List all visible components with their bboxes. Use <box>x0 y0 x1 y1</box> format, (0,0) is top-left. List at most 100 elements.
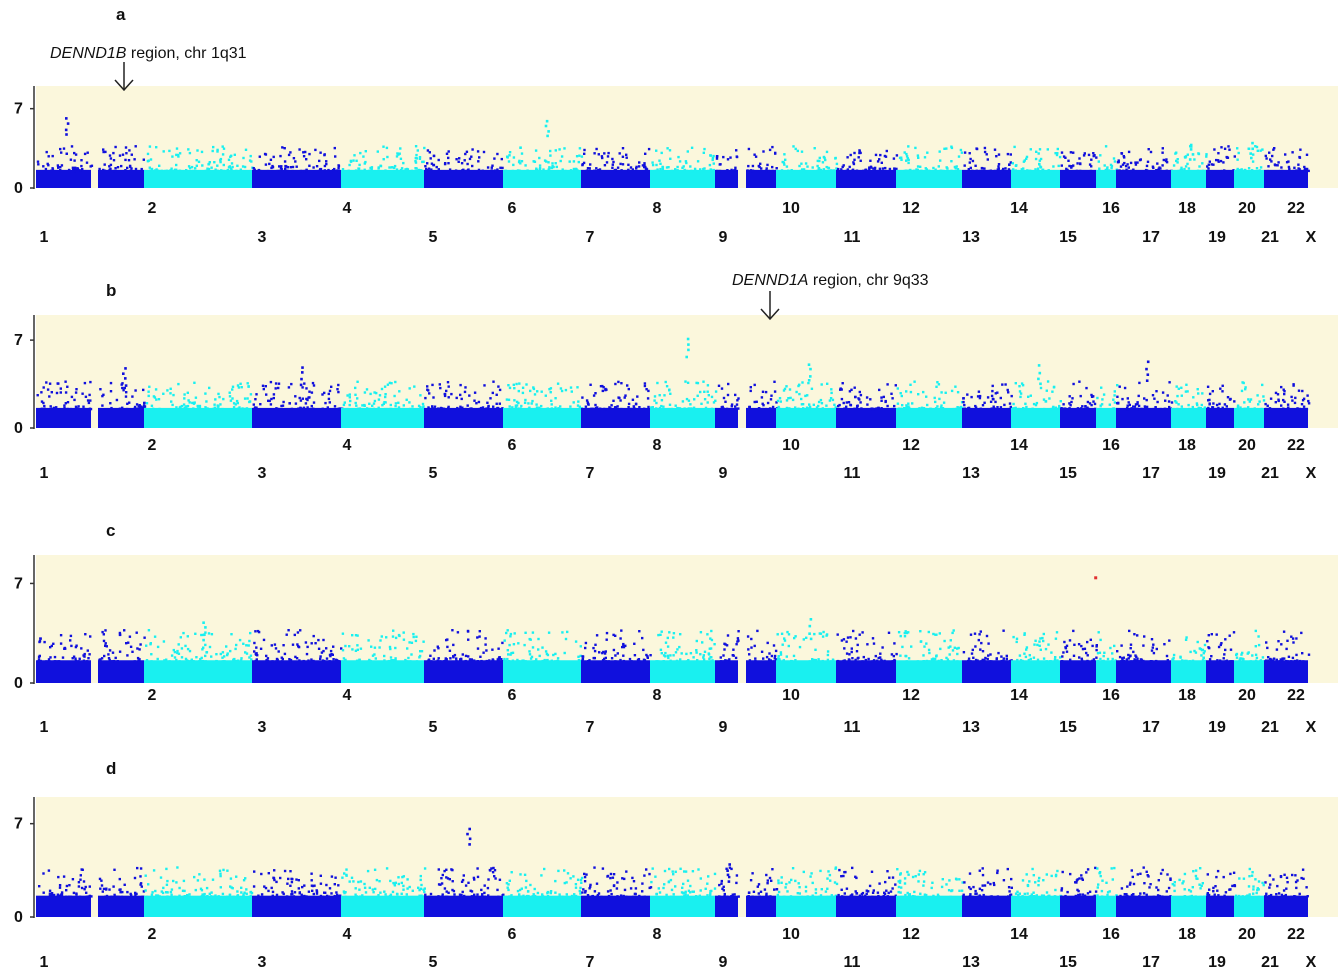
snp-point <box>1147 148 1150 151</box>
snp-point <box>325 894 329 898</box>
snp-point <box>1127 166 1130 169</box>
chromosome-label-14: 14 <box>1010 200 1028 217</box>
snp-point <box>1012 635 1015 639</box>
snp-point <box>48 395 51 398</box>
snp-point <box>572 160 576 163</box>
snp-point <box>519 146 522 149</box>
snp-point <box>262 387 265 391</box>
snp-point <box>725 867 728 870</box>
snp-point <box>299 399 303 402</box>
snp-point <box>1267 659 1270 662</box>
snp-point <box>112 885 115 888</box>
snp-point <box>831 658 835 661</box>
snp-point <box>1287 165 1291 169</box>
snp-point <box>664 651 667 655</box>
snp-point <box>405 398 408 401</box>
chromosome-21-points <box>1206 384 1236 428</box>
snp-point <box>706 894 709 897</box>
snp-point <box>1108 403 1111 406</box>
point-band <box>1011 407 1060 428</box>
snp-point <box>1110 166 1113 170</box>
snp-point <box>229 877 233 880</box>
snp-point <box>682 882 685 886</box>
snp-point <box>665 385 669 388</box>
snp-point <box>235 875 238 878</box>
snp-point <box>1138 158 1142 162</box>
chromosome-label-1: 1 <box>40 954 49 971</box>
snp-point <box>473 878 476 881</box>
snp-point <box>1010 877 1013 881</box>
snp-point <box>388 894 392 898</box>
snp-point <box>1206 640 1209 643</box>
snp-point <box>1092 895 1095 898</box>
snp-point <box>593 152 596 155</box>
snp-point <box>323 164 327 168</box>
snp-point <box>594 406 598 410</box>
snp-point <box>186 647 190 651</box>
snp-point <box>858 633 861 636</box>
snp-point <box>683 407 686 410</box>
chromosome-X-points <box>1264 868 1309 917</box>
snp-point <box>1106 893 1109 897</box>
snp-point <box>1219 643 1222 647</box>
snp-point <box>872 167 875 170</box>
chromosome-7-points <box>503 382 584 428</box>
snp-point <box>903 151 906 154</box>
peak-point <box>808 624 812 628</box>
snp-point <box>165 867 168 871</box>
snp-point <box>549 891 552 894</box>
snp-point <box>1210 633 1213 636</box>
snp-point <box>414 156 417 160</box>
snp-point <box>453 893 456 896</box>
snp-point <box>825 165 828 169</box>
peak-point <box>544 124 548 128</box>
snp-point <box>336 893 339 897</box>
snp-point <box>647 389 650 393</box>
snp-point <box>1206 165 1209 168</box>
snp-point <box>402 888 405 891</box>
snp-point <box>979 648 982 651</box>
snp-point <box>780 169 784 172</box>
snp-point <box>691 870 695 873</box>
snp-point <box>1223 894 1226 897</box>
snp-point <box>1248 893 1251 896</box>
snp-point <box>859 151 862 155</box>
snp-point <box>761 407 765 411</box>
snp-point <box>298 892 301 895</box>
snp-point <box>903 895 906 899</box>
snp-point <box>479 655 482 658</box>
snp-point <box>622 642 625 646</box>
snp-point <box>775 401 778 404</box>
snp-point <box>1099 404 1102 407</box>
snp-point <box>520 887 523 890</box>
snp-point <box>1040 894 1044 897</box>
snp-point <box>404 660 408 663</box>
chromosome-label-20: 20 <box>1238 437 1256 454</box>
snp-point <box>1207 406 1210 410</box>
snp-point <box>423 146 426 150</box>
snp-point <box>756 885 759 888</box>
peak-point <box>1249 152 1252 155</box>
peak-point <box>1189 143 1193 147</box>
snp-point <box>84 395 88 398</box>
snp-point <box>423 890 426 894</box>
snp-point <box>348 403 351 407</box>
snp-point <box>145 895 149 899</box>
snp-point <box>1118 169 1121 172</box>
snp-point <box>784 158 787 161</box>
snp-point <box>43 407 46 411</box>
snp-point <box>658 407 661 411</box>
snp-point <box>1282 407 1285 410</box>
snp-point <box>773 888 776 891</box>
snp-point <box>1070 400 1073 404</box>
snp-point <box>817 658 820 661</box>
snp-point <box>726 158 730 161</box>
point-band <box>715 169 738 188</box>
snp-point <box>659 162 662 165</box>
snp-point <box>1106 167 1109 171</box>
snp-point <box>602 407 606 411</box>
snp-point <box>812 658 816 662</box>
snp-point <box>693 167 697 171</box>
snp-point <box>415 635 418 638</box>
snp-point <box>177 155 180 158</box>
